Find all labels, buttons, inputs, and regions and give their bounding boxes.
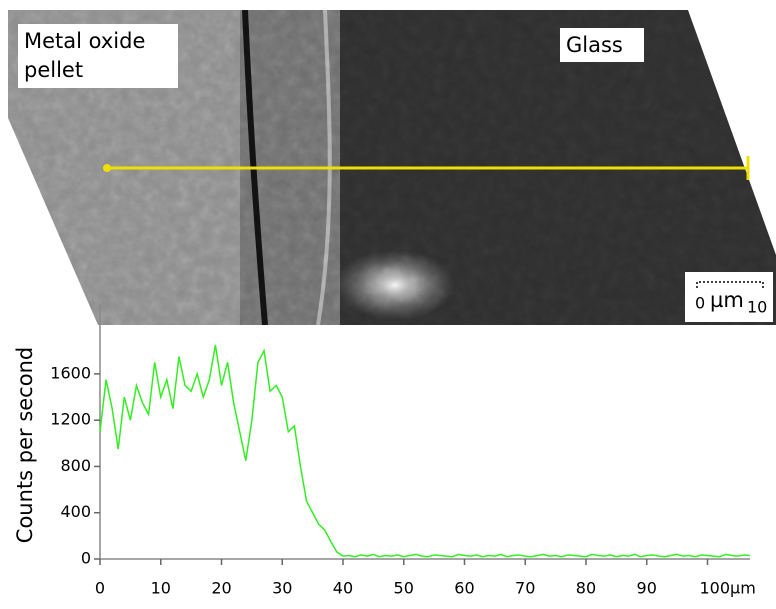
image-label: Glass [566,33,623,57]
x-tick-label: 90 [637,579,657,598]
y-tick-label: 1200 [50,410,91,429]
x-tick-label: 60 [454,579,474,598]
x-tick-label: 70 [515,579,535,598]
y-tick-label: 1600 [50,363,91,382]
scale-label: µm [710,288,744,312]
x-tick-label: 100µm [699,579,755,598]
x-tick-label: 20 [211,579,231,598]
x-tick-label: 30 [272,579,292,598]
x-tick-label: 50 [394,579,414,598]
figure: Metal oxide pellet Glass 0 µm 10 Counts … [0,0,776,605]
image-label: Metal oxide [24,29,145,53]
x-tick-label: 10 [151,579,171,598]
x-tick-label: 40 [333,579,353,598]
x-tick-label: 80 [576,579,596,598]
y-axis-label: Counts per second [13,347,37,543]
scan-start [103,164,111,172]
y-tick-label: 0 [81,549,91,568]
data-line [100,345,750,557]
y-tick-label: 400 [60,502,91,521]
y-tick-label: 800 [60,456,91,475]
scale-label: 10 [747,298,767,317]
x-tick-label: 0 [95,579,105,598]
scale-label: 0 [695,294,705,313]
image-label: pellet [24,58,83,82]
